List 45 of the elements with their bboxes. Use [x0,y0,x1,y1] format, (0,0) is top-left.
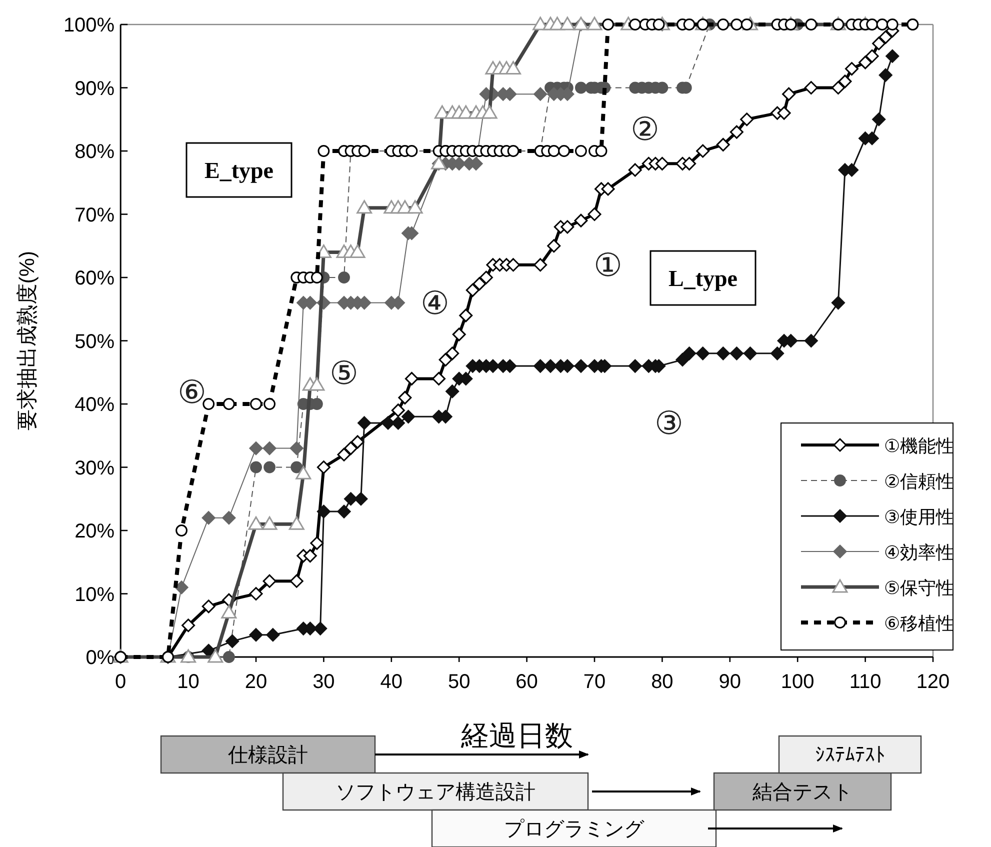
y-tick-label: 50% [74,330,115,353]
x-tick-label: 110 [849,671,882,693]
x-tick-label: 0 [115,671,126,693]
legend-label: ②信頼性 [884,472,954,492]
legend-label: ⑥移植性 [884,614,954,634]
y-tick-label: 80% [74,141,115,163]
legend-label: ⑤保守性 [884,578,954,598]
annotation: ④ [420,285,450,321]
y-tick-label: 40% [74,394,115,416]
legend-label: ①機能性 [884,436,954,456]
text: ソフトウェア構造設計 [336,782,536,804]
x-tick-label: 30 [312,671,335,693]
text: 結合テスト [752,782,852,804]
annotation: ② [630,111,660,147]
y-tick-label: 90% [74,78,115,100]
x-tick-label: 100 [780,671,814,693]
x-tick-label: 60 [516,671,538,693]
y-tick-label: 30% [74,457,115,480]
text: ｼｽﾃﾑﾃｽﾄ [815,744,885,766]
x-tick-label: 50 [448,671,470,693]
y-tick-label: 10% [74,584,115,606]
legend-label: ③使用性 [884,507,954,527]
x-tick-label: 120 [916,671,950,693]
y-tick-label: 70% [74,204,115,226]
x-tick-label: 70 [583,671,606,693]
x-tick-label: 40 [380,671,403,693]
annotation: E_type [204,158,274,183]
y-axis-title: 要求抽出成熟度(%) [16,250,39,431]
annotation: ⑤ [330,355,358,391]
x-tick-label: 80 [651,671,674,693]
legend-label: ④効率性 [884,542,954,562]
annotation: ③ [654,405,684,441]
y-tick-label: 100% [63,14,115,36]
x-axis-title: 経過日数 [460,720,573,751]
annotation: ⑥ [178,374,206,410]
x-tick-label: 10 [177,671,200,693]
text: プログラミング [504,818,645,840]
x-tick-label: 90 [718,671,742,693]
x-tick-label: 20 [244,671,268,693]
y-tick-label: 60% [74,268,115,290]
text: 仕様設計 [227,744,308,766]
y-tick-label: 20% [74,520,115,542]
annotation: ① [594,247,622,283]
y-tick-label: 0% [86,647,115,669]
annotation: L_type [668,266,738,291]
